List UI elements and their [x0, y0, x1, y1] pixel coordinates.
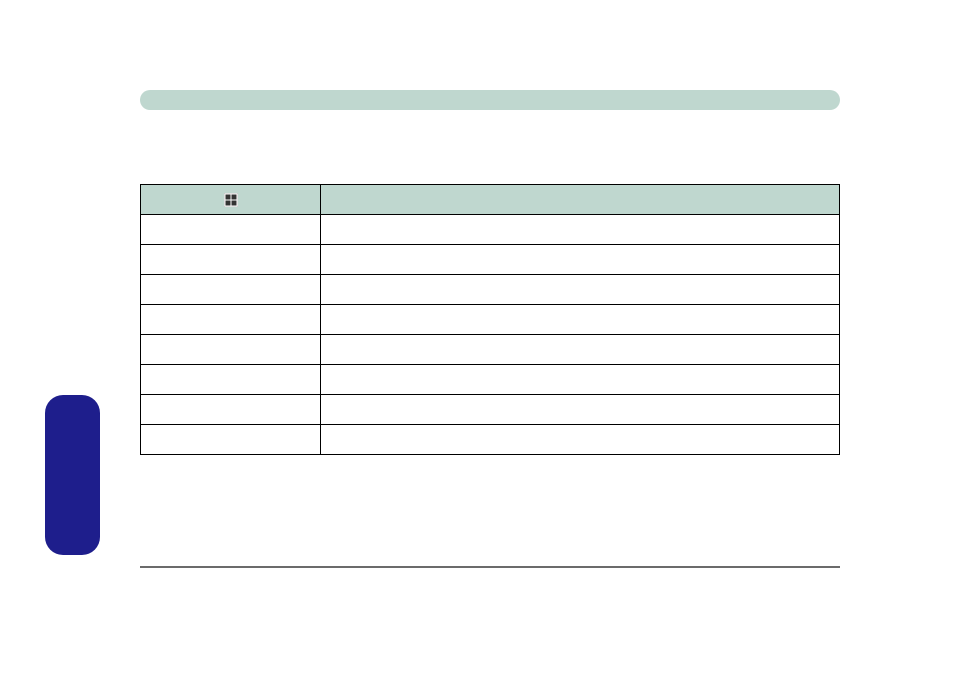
table-body [141, 215, 840, 455]
table-header-desc [321, 185, 840, 215]
windows-logo-icon [224, 193, 238, 207]
cell-key [141, 335, 321, 365]
table-row [141, 335, 840, 365]
cell-key [141, 305, 321, 335]
chapter-side-tab [45, 395, 100, 555]
shortcuts-table [140, 184, 840, 455]
cell-key [141, 245, 321, 275]
cell-desc [321, 425, 840, 455]
footer-rule [140, 566, 840, 568]
table-row [141, 395, 840, 425]
cell-desc [321, 275, 840, 305]
cell-key [141, 275, 321, 305]
table-row [141, 245, 840, 275]
cell-desc [321, 215, 840, 245]
cell-desc [321, 335, 840, 365]
section-title-bar [140, 90, 840, 110]
table-row [141, 275, 840, 305]
table-header-key [141, 185, 321, 215]
shortcuts-table-wrap [140, 184, 840, 455]
page-content [140, 0, 840, 455]
table-row [141, 425, 840, 455]
table-row [141, 215, 840, 245]
cell-key [141, 215, 321, 245]
cell-key [141, 395, 321, 425]
cell-key [141, 365, 321, 395]
cell-desc [321, 305, 840, 335]
table-row [141, 365, 840, 395]
cell-key [141, 425, 321, 455]
table-header-row [141, 185, 840, 215]
cell-desc [321, 245, 840, 275]
cell-desc [321, 365, 840, 395]
table-row [141, 305, 840, 335]
cell-desc [321, 395, 840, 425]
